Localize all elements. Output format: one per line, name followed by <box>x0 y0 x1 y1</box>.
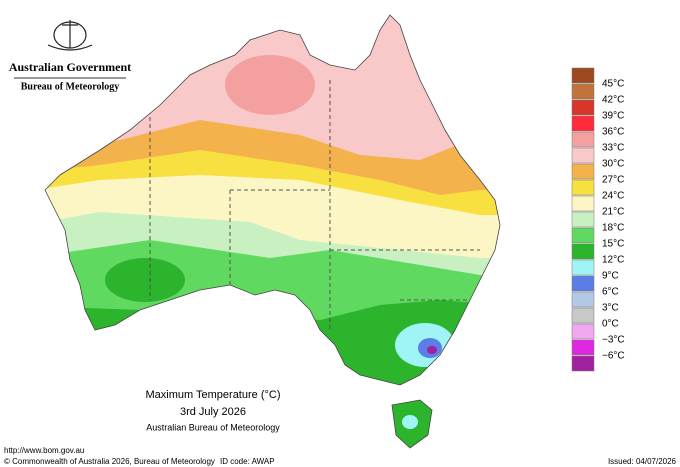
legend-swatch <box>571 131 595 148</box>
legend-swatch <box>571 99 595 116</box>
legend-swatch <box>571 195 595 212</box>
legend-label: 6°C <box>602 287 619 298</box>
legend-swatch <box>571 179 595 196</box>
legend-swatch <box>571 355 595 372</box>
legend-swatch <box>571 227 595 244</box>
legend-swatch <box>571 67 595 84</box>
footer-copyright: © Commonwealth of Australia 2026, Bureau… <box>4 457 215 466</box>
legend-label: 9°C <box>602 271 619 282</box>
legend-label: 24°C <box>602 191 624 202</box>
legend-label: 39°C <box>602 111 624 122</box>
legend-swatch <box>571 323 595 340</box>
tasmania <box>391 399 433 449</box>
agency: Australian Government <box>9 60 131 74</box>
legend-swatch <box>571 243 595 260</box>
legend-label: 3°C <box>602 303 619 314</box>
legend-label: −6°C <box>602 351 625 362</box>
legend-swatch <box>571 259 595 276</box>
map-date: 3rd July 2026 <box>180 406 246 418</box>
footer-url: http://www.bom.gov.au <box>4 446 84 455</box>
legend-swatch <box>571 83 595 100</box>
bureau: Bureau of Meteorology <box>21 81 120 92</box>
legend-label: 33°C <box>602 143 624 154</box>
legend-label: 18°C <box>602 223 624 234</box>
legend-label: 12°C <box>602 255 624 266</box>
legend-swatch <box>571 275 595 292</box>
legend-swatch <box>571 291 595 308</box>
legend-label: 45°C <box>602 79 624 90</box>
legend-label: 42°C <box>602 95 624 106</box>
legend: 45°C 42°C 39°C 36°C 33°C 30°C 27°C 24°C 21°C 18°C… <box>571 67 625 372</box>
legend-swatch <box>571 115 595 132</box>
coastline <box>44 14 501 386</box>
footer-issued: Issued: 04/07/2026 <box>608 457 677 466</box>
map-title: Maximum Temperature (°C) <box>145 389 280 401</box>
legend-swatch <box>571 307 595 324</box>
crest <box>47 20 93 51</box>
legend-label: 0°C <box>602 319 619 330</box>
legend-label: 30°C <box>602 159 624 170</box>
map-source: Australian Bureau of Meteorology <box>146 422 280 432</box>
legend-label: 21°C <box>602 207 624 218</box>
legend-swatch <box>571 339 595 356</box>
legend-label: 36°C <box>602 127 624 138</box>
legend-swatch <box>571 211 595 228</box>
footer-id: ID code: AWAP <box>220 457 275 466</box>
legend-label: 27°C <box>602 175 624 186</box>
legend-swatch <box>571 147 595 164</box>
legend-label: −3°C <box>602 335 625 346</box>
legend-swatch <box>571 163 595 180</box>
legend-label: 15°C <box>602 239 624 250</box>
